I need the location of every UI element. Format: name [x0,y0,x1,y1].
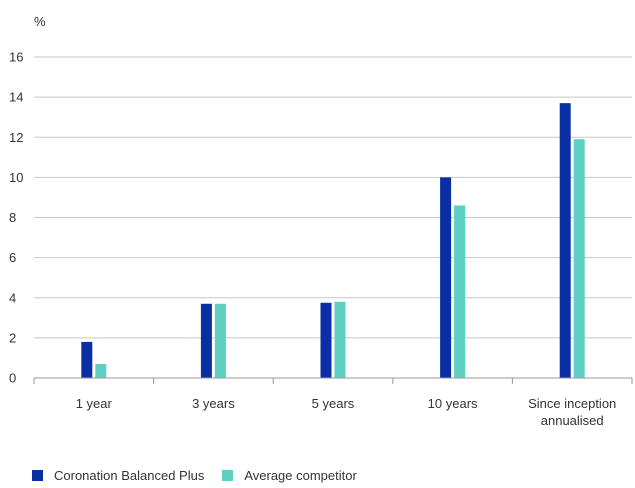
bar-coronation [200,303,212,378]
y-tick-label: 14 [9,90,23,105]
x-tick-label-line: 3 years [192,396,235,411]
y-tick-label: 12 [9,130,23,145]
y-tick-label: 0 [9,371,16,386]
x-tick-label-line: 1 year [76,396,113,411]
bar-coronation [81,341,93,378]
x-tick-label-line: Since inception [528,396,616,411]
x-tick-label-line: 10 years [428,396,478,411]
legend-swatch-coronation [32,470,43,481]
legend: Coronation Balanced Plus Average competi… [32,468,375,483]
bar-coronation [559,103,571,379]
bar-average-competitor [214,303,226,378]
x-tick-label: 5 years [312,396,355,411]
legend-item-average-competitor: Average competitor [222,468,357,483]
bar-average-competitor [95,363,107,378]
y-tick-label: 8 [9,210,16,225]
x-axis [33,377,633,384]
y-axis-unit-label: % [34,14,46,29]
x-tick-label: 3 years [192,396,235,411]
bar-coronation [440,177,452,378]
y-tick-label: 6 [9,250,16,265]
legend-label-coronation: Coronation Balanced Plus [54,468,205,483]
gridlines [34,56,632,339]
y-tick-label: 4 [9,290,16,305]
y-axis-ticks: 0 2 4 6 8 10 12 14 16 [9,50,23,386]
x-axis-labels: 1 year 3 years 5 years 10 years Since incept… [76,396,617,428]
y-tick-label: 10 [9,170,23,185]
legend-label-average-competitor: Average competitor [244,468,357,483]
x-tick-label-line: annualised [541,413,604,428]
x-tick-label: 10 years [428,396,478,411]
x-tick-label: Since inception annualised [528,396,616,428]
legend-swatch-average-competitor [222,470,234,481]
bar-coronation [320,302,332,378]
y-tick-label: 16 [9,50,23,65]
x-tick-label: 1 year [76,396,113,411]
bar-average-competitor [454,205,466,378]
legend-item-coronation: Coronation Balanced Plus [32,468,204,483]
bar-average-competitor [334,301,346,378]
bar-average-competitor [573,139,585,378]
x-tick-label-line: 5 years [312,396,355,411]
y-tick-label: 2 [9,330,16,345]
bars [81,103,585,379]
